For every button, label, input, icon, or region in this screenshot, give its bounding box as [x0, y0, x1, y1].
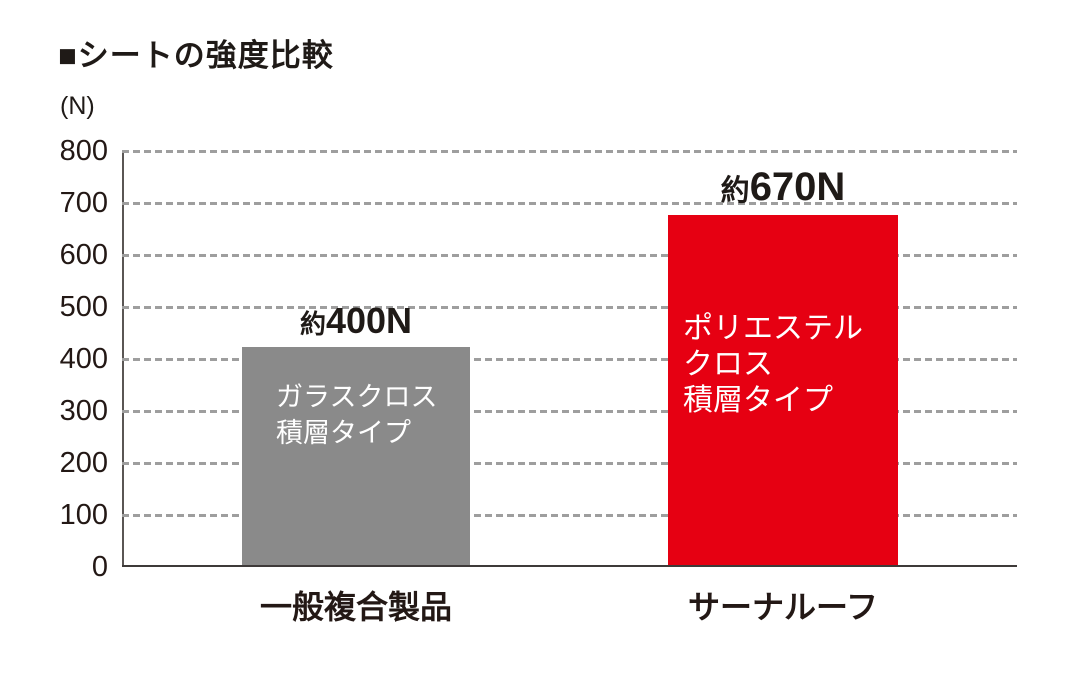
y-tick-label-700: 700: [59, 187, 108, 219]
bar-inner-label-line: 積層タイプ: [276, 418, 411, 448]
y-axis-unit-label: (N): [60, 92, 95, 120]
bar-inner-label-0: ガラスクロス 積層タイプ: [276, 379, 437, 451]
y-tick-label-200: 200: [59, 447, 108, 479]
bar-value-prefix-0: 約: [299, 309, 326, 339]
chart-title: ■シートの強度比較: [58, 38, 334, 73]
bar-inner-label-line: 積層タイプ: [683, 384, 833, 417]
y-tick-label-100: 100: [59, 499, 108, 531]
gridline-300: [122, 409, 1017, 413]
x-axis-baseline: [122, 565, 1017, 567]
y-tick-label-800: 800: [59, 135, 108, 167]
y-tick-label-500: 500: [59, 291, 108, 323]
gridline-600: [122, 253, 1017, 257]
gridline-700: [122, 201, 1017, 205]
bar-inner-label-line: ガラスクロス: [276, 382, 438, 412]
y-tick-label-600: 600: [59, 239, 108, 271]
bar-inner-label-line: ポリエステル: [683, 312, 863, 345]
y-tick-label-400: 400: [59, 343, 108, 375]
bar-value-number-0: 400N: [325, 300, 413, 341]
bar-value-label-0: 約400N: [162, 300, 550, 342]
y-tick-label-300: 300: [59, 395, 108, 427]
bar-value-number-1: 670N: [749, 165, 846, 209]
y-tick-label-0: 0: [91, 551, 108, 583]
bar-group-1: ポリエステル クロス 積層タイプ 約670N: [668, 165, 898, 565]
gridline-800: [122, 149, 1017, 153]
bar-1: ポリエステル クロス 積層タイプ: [668, 215, 898, 565]
x-category-label-0: 一般複合製品: [259, 589, 452, 625]
plot-area: ガラスクロス 積層タイプ 約400N ポリエステル クロス 積層タイプ 約670N: [122, 149, 1017, 567]
bar-value-label-1: 約670N: [588, 165, 978, 210]
bar-inner-label-line: クロス: [683, 348, 773, 381]
gridline-400: [122, 357, 1017, 361]
bar-value-prefix-1: 約: [720, 175, 750, 207]
bar-group-0: ガラスクロス 積層タイプ 約400N: [242, 300, 470, 565]
gridline-200: [122, 461, 1017, 465]
gridline-100: [122, 513, 1017, 517]
bar-inner-label-1: ポリエステル クロス 積層タイプ: [683, 311, 863, 419]
bar-0: ガラスクロス 積層タイプ: [242, 347, 470, 565]
gridline-500: [122, 305, 1017, 309]
x-category-label-1: サーナルーフ: [687, 589, 879, 625]
